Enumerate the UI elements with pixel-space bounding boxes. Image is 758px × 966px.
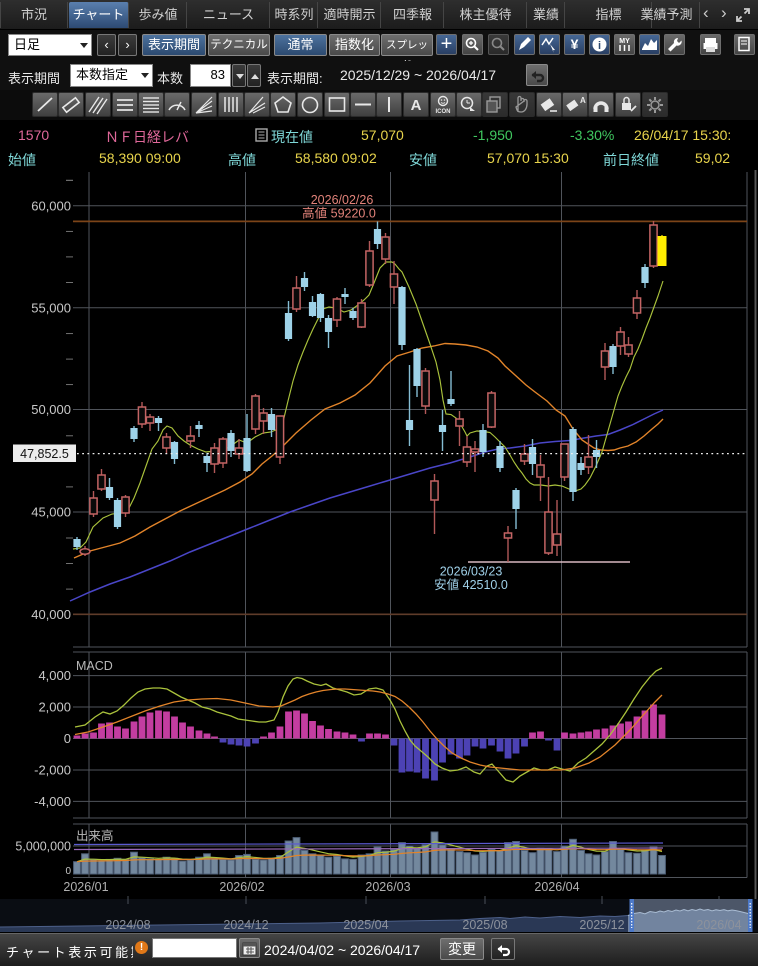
svg-text:i: i bbox=[598, 40, 601, 52]
svg-text:-2,000: -2,000 bbox=[34, 763, 71, 778]
svg-text:出来高: 出来高 bbox=[76, 828, 114, 843]
svg-text:2026/02: 2026/02 bbox=[219, 880, 264, 894]
svg-text:MY: MY bbox=[619, 38, 630, 45]
svg-text:2026/01: 2026/01 bbox=[63, 880, 108, 894]
svg-text:2025/12: 2025/12 bbox=[579, 918, 624, 932]
svg-text:-4,000: -4,000 bbox=[34, 794, 71, 809]
svg-text:0: 0 bbox=[65, 866, 71, 877]
svg-text:4,000: 4,000 bbox=[38, 668, 71, 683]
svg-text:60,000: 60,000 bbox=[31, 198, 71, 213]
svg-text:2026/03: 2026/03 bbox=[365, 880, 410, 894]
svg-text:55,000: 55,000 bbox=[31, 300, 71, 315]
svg-text:2026/03/23: 2026/03/23 bbox=[440, 565, 503, 579]
svg-text:2,000: 2,000 bbox=[38, 700, 71, 715]
svg-text:45,000: 45,000 bbox=[31, 505, 71, 520]
svg-text:2025/04: 2025/04 bbox=[343, 918, 388, 932]
svg-text:40,000: 40,000 bbox=[31, 607, 71, 622]
svg-text:50,000: 50,000 bbox=[31, 402, 71, 417]
svg-text:安値 42510.0: 安値 42510.0 bbox=[434, 577, 508, 592]
svg-text:47,852.5: 47,852.5 bbox=[20, 447, 69, 461]
svg-text:2026/04: 2026/04 bbox=[534, 880, 579, 894]
svg-text:A: A bbox=[411, 97, 422, 114]
svg-text:2026/02/26: 2026/02/26 bbox=[311, 193, 374, 207]
svg-text:2024/12: 2024/12 bbox=[223, 918, 268, 932]
svg-text:2026/04: 2026/04 bbox=[696, 918, 741, 932]
svg-text:A: A bbox=[580, 96, 586, 105]
svg-text:ICON: ICON bbox=[436, 109, 451, 115]
svg-text:高値 59220.0: 高値 59220.0 bbox=[302, 206, 376, 221]
svg-text:2025/08: 2025/08 bbox=[462, 918, 507, 932]
svg-text:2024/08: 2024/08 bbox=[105, 918, 150, 932]
svg-text:5,000,000: 5,000,000 bbox=[15, 840, 71, 854]
svg-text:0: 0 bbox=[64, 731, 71, 746]
svg-text:MACD: MACD bbox=[76, 659, 113, 673]
